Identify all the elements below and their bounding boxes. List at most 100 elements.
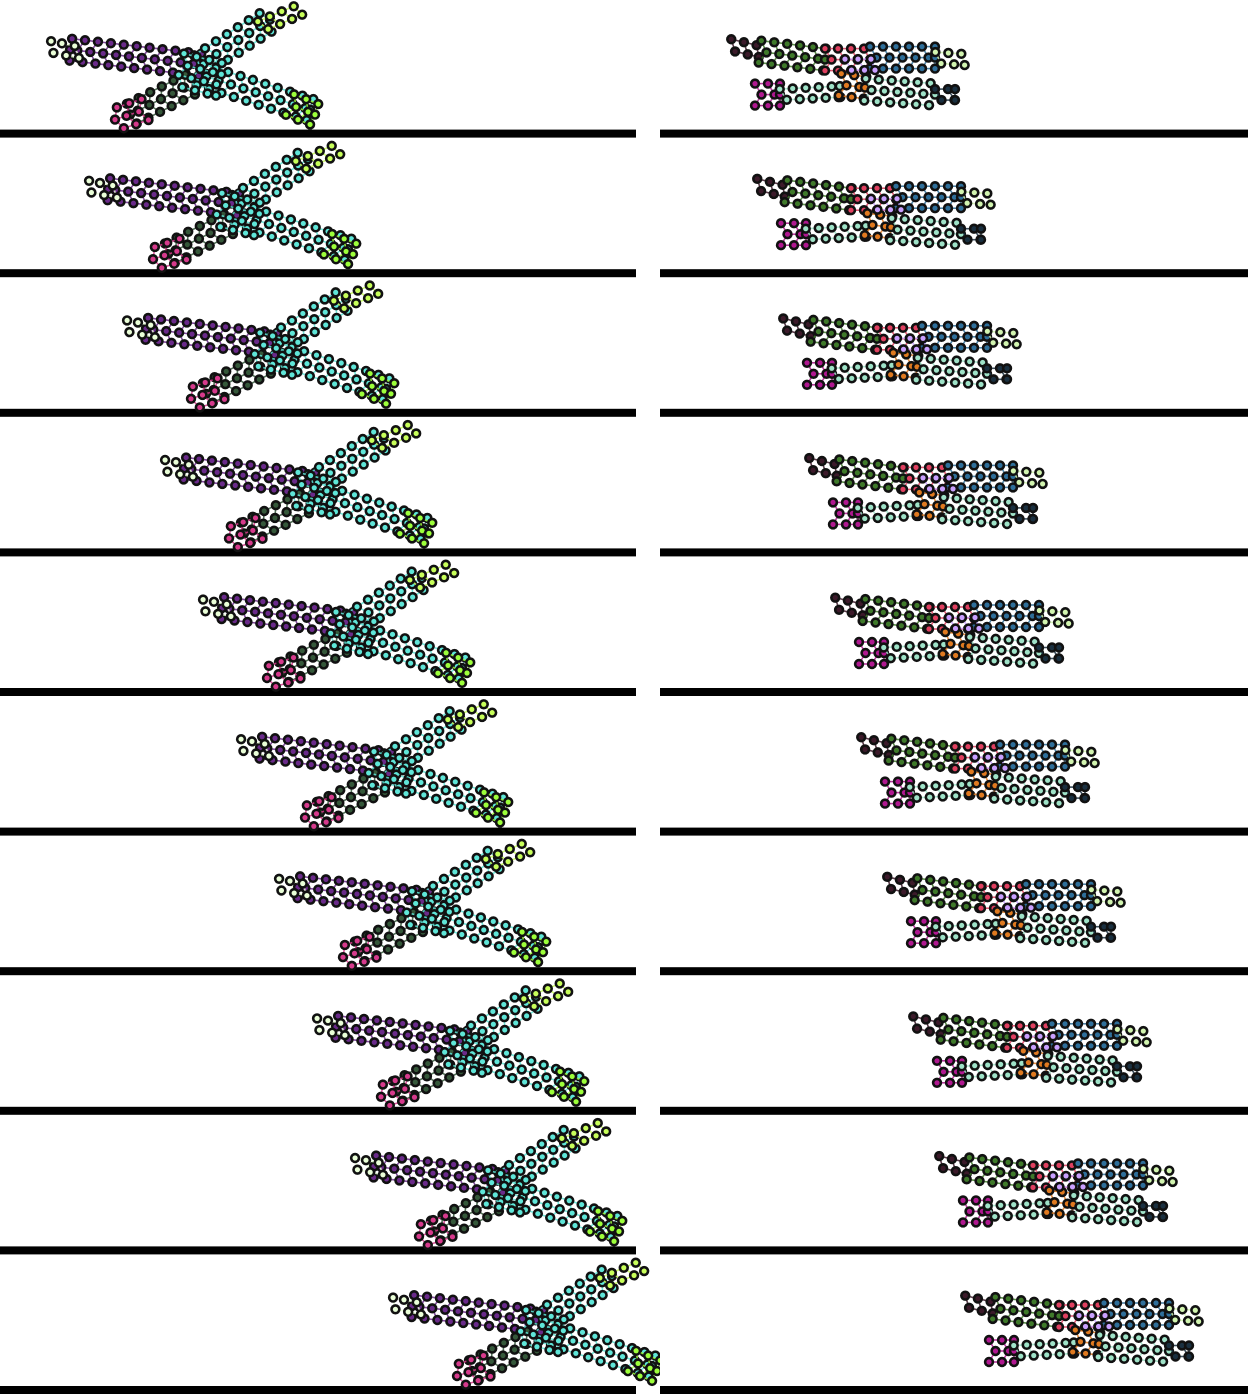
right-frame-5 bbox=[660, 558, 1248, 698]
accent bbox=[969, 751, 1011, 774]
body-core bbox=[515, 1304, 570, 1358]
ground-line bbox=[0, 967, 636, 976]
ground-line bbox=[660, 967, 1248, 976]
accent bbox=[839, 53, 881, 76]
ground-line bbox=[0, 269, 636, 278]
lower-body-left bbox=[956, 1058, 1028, 1083]
upper-tip bbox=[1112, 1024, 1152, 1048]
ground-line bbox=[660, 1106, 1248, 1115]
crawler bbox=[83, 140, 362, 274]
arm-upper-left-tip bbox=[349, 1152, 389, 1180]
accent bbox=[943, 612, 985, 634]
accent bbox=[995, 891, 1037, 913]
upper-tip bbox=[1086, 884, 1126, 908]
crawler bbox=[121, 280, 400, 413]
ground-line bbox=[0, 827, 636, 836]
arm-upper-left-tip bbox=[121, 315, 161, 343]
ground-line bbox=[0, 408, 636, 417]
accent bbox=[1047, 1170, 1089, 1193]
arm-lower-right-tip bbox=[546, 1066, 590, 1107]
lower-body-right bbox=[1067, 1190, 1149, 1228]
upper-tail bbox=[726, 34, 764, 63]
ground-line bbox=[660, 408, 1248, 417]
body-core bbox=[325, 606, 380, 660]
arm-upper-right-tip bbox=[366, 419, 422, 454]
right-frame-3 bbox=[660, 279, 1248, 419]
body-core bbox=[249, 327, 304, 381]
ground-line bbox=[0, 1386, 636, 1394]
left-frame-2 bbox=[0, 139, 636, 280]
arm-lower-left-tip bbox=[223, 512, 268, 553]
lower-body-right bbox=[963, 631, 1045, 669]
left-frame-7 bbox=[0, 837, 636, 978]
ground-line bbox=[660, 548, 1248, 557]
upper-tip bbox=[1034, 605, 1074, 629]
body-core bbox=[287, 467, 342, 520]
upper-mid bbox=[935, 1012, 1014, 1053]
accent bbox=[1021, 1031, 1063, 1053]
walker bbox=[752, 173, 996, 251]
arm-lower-left-tip bbox=[413, 1210, 458, 1251]
walker bbox=[908, 1011, 1152, 1089]
left-frame-8 bbox=[0, 977, 636, 1117]
arm-lower-left-tip bbox=[451, 1350, 496, 1390]
left-frame-3 bbox=[0, 279, 636, 419]
lower-tail bbox=[853, 636, 890, 670]
arm-lower-left-tip bbox=[375, 1071, 420, 1111]
walker bbox=[830, 592, 1074, 670]
ground-line bbox=[660, 827, 1248, 836]
crawler bbox=[273, 838, 552, 972]
frame-background bbox=[660, 279, 1248, 419]
upper-head bbox=[1098, 1297, 1175, 1331]
arm-lower-right-tip bbox=[508, 926, 552, 968]
arm-lower-left-tip bbox=[185, 373, 230, 413]
lower-tail bbox=[905, 916, 942, 949]
upper-head bbox=[968, 599, 1045, 633]
right-frame-10 bbox=[660, 1256, 1248, 1396]
upper-tip bbox=[930, 46, 970, 71]
ground-line bbox=[660, 129, 1248, 138]
body-core bbox=[477, 1165, 532, 1218]
crawler bbox=[387, 1257, 666, 1390]
left-frame-9 bbox=[0, 1116, 636, 1257]
lower-head bbox=[1033, 642, 1065, 664]
lower-head bbox=[1111, 1061, 1143, 1083]
body-core bbox=[173, 48, 228, 101]
arm-upper-left-tip bbox=[45, 36, 85, 64]
right-frame-8 bbox=[660, 977, 1248, 1117]
frame-background bbox=[660, 0, 1248, 140]
lower-head bbox=[929, 83, 961, 106]
body-core bbox=[363, 746, 418, 799]
upper-tip bbox=[1164, 1303, 1204, 1327]
arm-upper-right-tip bbox=[594, 1257, 650, 1291]
frame-background bbox=[0, 279, 636, 419]
arm-lower-left-tip bbox=[109, 93, 154, 134]
frame-background bbox=[660, 1256, 1248, 1396]
upper-tip bbox=[1060, 744, 1100, 769]
arm-lower-left-tip bbox=[337, 931, 382, 972]
arm-lower-left-tip bbox=[299, 791, 344, 832]
arm-upper-right-tip bbox=[404, 559, 460, 593]
arm-upper-right-tip bbox=[518, 978, 574, 1012]
crawler bbox=[235, 699, 514, 832]
arm-upper-right-tip bbox=[480, 838, 536, 872]
crawler bbox=[311, 978, 590, 1111]
arm-upper-left-tip bbox=[83, 175, 123, 203]
right-frame-7 bbox=[660, 837, 1248, 978]
lower-tail bbox=[775, 218, 812, 251]
left-frame-1 bbox=[0, 0, 636, 140]
ground-line bbox=[0, 688, 636, 696]
left-column-filmstrip bbox=[0, 0, 666, 1396]
upper-mid bbox=[961, 1152, 1040, 1193]
right-frame-4 bbox=[660, 418, 1248, 559]
walker bbox=[882, 871, 1126, 949]
body-core bbox=[401, 885, 456, 939]
lower-head bbox=[1059, 781, 1091, 804]
arm-lower-right-tip bbox=[470, 787, 514, 828]
walker bbox=[804, 452, 1048, 530]
arm-lower-right-tip bbox=[318, 228, 362, 270]
lower-body-right bbox=[937, 492, 1019, 530]
upper-tail bbox=[856, 732, 894, 761]
arm-upper-right-tip bbox=[328, 280, 384, 314]
